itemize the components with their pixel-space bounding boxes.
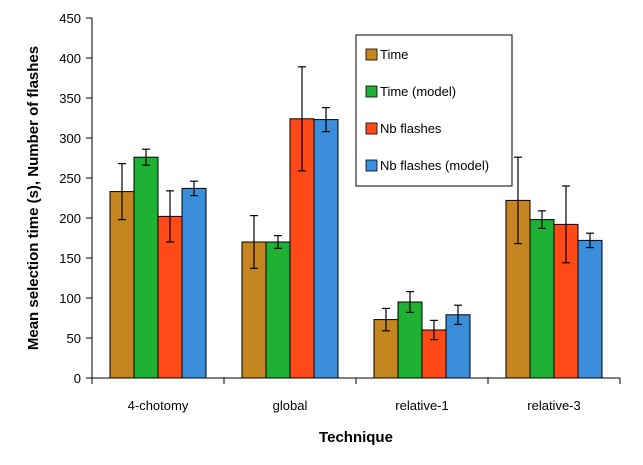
bar [181, 187, 207, 379]
legend-label: Time (model) [380, 84, 456, 99]
y-ticks: 0 50 100 150 200 250 300 350 400 450 [59, 11, 92, 386]
bar [265, 241, 291, 379]
x-tick-label: relative-3 [527, 398, 580, 413]
y-tick-label: 450 [59, 11, 81, 26]
y-tick-label: 350 [59, 91, 81, 106]
y-axis-title: Mean selection time (s), Number of flash… [25, 46, 42, 350]
bar [529, 219, 555, 379]
y-tick-label: 300 [59, 131, 81, 146]
legend-swatch [365, 85, 378, 98]
x-axis-title: Technique [319, 429, 393, 446]
y-tick-label: 100 [59, 291, 81, 306]
x-ticks: 4-chotomy global relative-1 relative-3 [91, 378, 621, 413]
bar [577, 239, 603, 379]
y-tick-label: 150 [59, 251, 81, 266]
y-tick-label: 0 [74, 371, 81, 386]
error-bars-layer [118, 66, 594, 341]
legend-swatch [365, 159, 378, 172]
x-tick-label: 4-chotomy [128, 398, 189, 413]
legend-label: Nb flashes [380, 121, 442, 136]
y-tick-label: 250 [59, 171, 81, 186]
bar [109, 191, 135, 379]
bar [397, 301, 423, 379]
x-tick-label: relative-1 [395, 398, 448, 413]
legend-swatch [365, 122, 378, 135]
bar [313, 119, 339, 379]
legend: Time Time (model) Nb flashes Nb flashes (mo… [355, 34, 513, 187]
bar [445, 314, 471, 379]
y-tick-label: 50 [67, 331, 81, 346]
legend-box [355, 34, 513, 187]
bar [133, 156, 159, 379]
legend-label: Time [380, 47, 408, 62]
x-tick-label: global [273, 398, 308, 413]
y-tick-label: 200 [59, 211, 81, 226]
legend-swatch [365, 48, 378, 61]
y-tick-label: 400 [59, 51, 81, 66]
legend-label: Nb flashes (model) [380, 158, 489, 173]
